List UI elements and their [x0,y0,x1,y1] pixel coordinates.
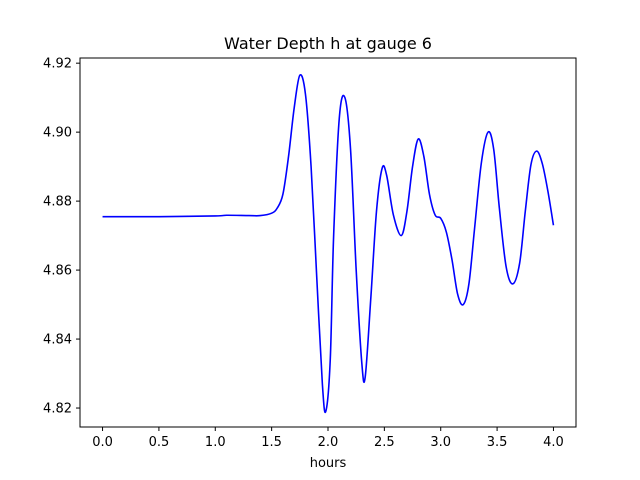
y-tick-label: 4.82 [43,402,72,417]
plot-area [102,73,555,414]
x-tick-label: 4.0 [543,435,564,450]
x-tick-label: 0.5 [149,435,170,450]
x-tick-label: 3.5 [487,435,508,450]
plot-frame [79,57,577,428]
x-tick-label: 1.5 [261,435,282,450]
x-tick-label: 1.0 [205,435,226,450]
y-tick-label: 4.84 [43,333,72,348]
x-tick-label: 3.0 [430,435,451,450]
y-tick-label: 4.86 [43,264,72,279]
x-axis-label: hours [310,456,347,471]
x-tick-label: 2.0 [318,435,339,450]
x-tick-label: 0.0 [92,435,113,450]
y-tick-label: 4.88 [43,195,72,210]
chart-title: Water Depth h at gauge 6 [224,34,432,53]
y-tick-label: 4.92 [43,57,72,72]
y-tick-label: 4.90 [43,126,72,141]
x-tick-label: 2.5 [374,435,395,450]
axis-ticks: 0.0 0.5 1.0 1.5 2.0 2.5 3.0 3.5 4.0 4.82 4.84 4.86 4… [43,57,564,450]
series-line-0 [102,73,555,414]
